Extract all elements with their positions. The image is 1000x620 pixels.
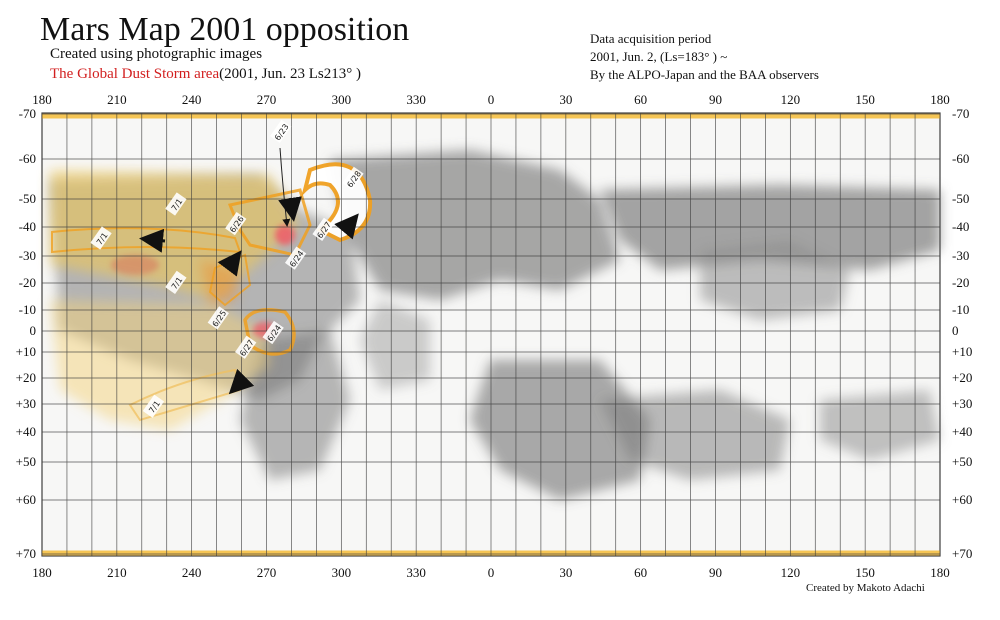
- latitude-tick-label: +10: [952, 344, 973, 359]
- lat-lon-grid: [41, 113, 941, 556]
- longitude-tick-label: 210: [107, 565, 127, 580]
- dust-core-spot: [111, 255, 159, 275]
- latitude-tick-label: -40: [18, 219, 36, 234]
- latitude-tick-label: -50: [952, 191, 970, 206]
- latitude-tick-label: +30: [952, 396, 973, 411]
- latitude-tick-label: -70: [18, 106, 36, 121]
- longitude-tick-label: 150: [855, 92, 875, 107]
- longitude-tick-label: 270: [256, 92, 277, 107]
- latitude-tick-label: -20: [952, 275, 970, 290]
- data-info-block: Data acquisition period 2001, Jun. 2, (L…: [590, 30, 819, 84]
- longitude-tick-label: 180: [930, 565, 950, 580]
- dust-motion-arrows: [139, 147, 359, 395]
- longitude-tick-label: 30: [559, 92, 573, 107]
- longitude-tick-label: 300: [331, 565, 352, 580]
- latitude-tick-label: -20: [18, 275, 36, 290]
- latitude-axis-left: -70 -60 -50 -40 -30 -20 -10 0 +10 +20 +30 +40 +50 +60…: [0, 0, 36, 620]
- info-line: 2001, Jun. 2, (Ls=183° ) ~: [590, 49, 728, 64]
- longitude-tick-label: 0: [487, 565, 495, 580]
- longitude-tick-label: 60: [634, 92, 648, 107]
- credit-text: Created by Makoto Adachi: [806, 582, 925, 594]
- longitude-tick-label: 180: [32, 92, 52, 107]
- longitude-tick-label: 120: [780, 92, 801, 107]
- latitude-tick-label: 0: [952, 323, 959, 338]
- latitude-tick-label: -30: [952, 248, 970, 263]
- latitude-tick-label: +40: [952, 424, 973, 439]
- info-line: By the ALPO-Japan and the BAA observers: [590, 67, 819, 82]
- latitude-tick-label: +50: [15, 454, 36, 469]
- latitude-tick-label: -10: [18, 302, 36, 317]
- longitude-tick-label: 30: [559, 565, 573, 580]
- arrow-icon: [139, 228, 166, 253]
- dust-core-spot: [275, 225, 295, 245]
- latitude-axis-right: -70 -60 -50 -40 -30 -20 -10 0 +10 +20 +30 +40 +50 +60…: [952, 0, 1000, 620]
- dust-front-outline: [243, 308, 296, 356]
- latitude-tick-label: +30: [15, 396, 36, 411]
- longitude-tick-label: 120: [780, 565, 801, 580]
- longitude-tick-label: 150: [855, 565, 875, 580]
- longitude-tick-label: 90: [709, 92, 722, 107]
- latitude-tick-label: -70: [952, 106, 970, 121]
- longitude-axis-top: 180 210 240 270 300 330 0 30 60 90 120 150 180: [0, 92, 1000, 110]
- latitude-tick-label: +70: [15, 546, 36, 561]
- latitude-tick-label: +40: [15, 424, 36, 439]
- longitude-tick-label: 240: [181, 92, 202, 107]
- longitude-tick-label: 270: [256, 565, 277, 580]
- arrow-icon: [228, 368, 255, 395]
- longitude-tick-label: 240: [181, 565, 202, 580]
- longitude-tick-label: 300: [331, 92, 352, 107]
- longitude-axis-bottom: 180 210 240 270 300 330 0 30 60 90 120 150 180: [0, 565, 1000, 583]
- latitude-tick-label: +70: [952, 546, 973, 561]
- latitude-tick-label: +20: [15, 370, 36, 385]
- info-line: Data acquisition period: [590, 31, 712, 46]
- longitude-tick-label: 0: [487, 92, 495, 107]
- arrow-icon: [278, 196, 302, 222]
- latitude-tick-label: -40: [952, 219, 970, 234]
- map-title: Mars Map 2001 opposition: [40, 11, 410, 48]
- latitude-tick-label: 0: [29, 323, 37, 338]
- latitude-tick-label: -30: [18, 248, 36, 263]
- longitude-tick-label: 60: [634, 565, 648, 580]
- latitude-tick-label: -50: [18, 191, 36, 206]
- dust-storm-label: The Global Dust Storm area: [50, 66, 220, 82]
- dust-storm-date: (2001, Jun. 23 Ls213° ): [219, 66, 361, 82]
- longitude-tick-label: 330: [406, 565, 426, 580]
- latitude-tick-label: -60: [18, 151, 36, 166]
- latitude-tick-label: +20: [952, 370, 973, 385]
- dust-storm-caption: The Global Dust Storm area(2001, Jun. 23…: [50, 66, 361, 83]
- latitude-tick-label: +60: [952, 492, 973, 507]
- longitude-tick-label: 90: [709, 565, 722, 580]
- latitude-tick-label: +50: [952, 454, 973, 469]
- map-subtitle: Created using photographic images: [50, 46, 263, 62]
- longitude-tick-label: 330: [406, 92, 426, 107]
- arrow-icon: [334, 213, 359, 240]
- longitude-tick-label: 180: [32, 565, 52, 580]
- latitude-tick-label: -60: [952, 151, 970, 166]
- longitude-tick-label: 180: [930, 92, 950, 107]
- longitude-tick-label: 210: [107, 92, 127, 107]
- latitude-tick-label: -10: [952, 302, 970, 317]
- arrow-icon: [217, 250, 242, 277]
- latitude-tick-label: +10: [15, 344, 36, 359]
- latitude-tick-label: +60: [15, 492, 36, 507]
